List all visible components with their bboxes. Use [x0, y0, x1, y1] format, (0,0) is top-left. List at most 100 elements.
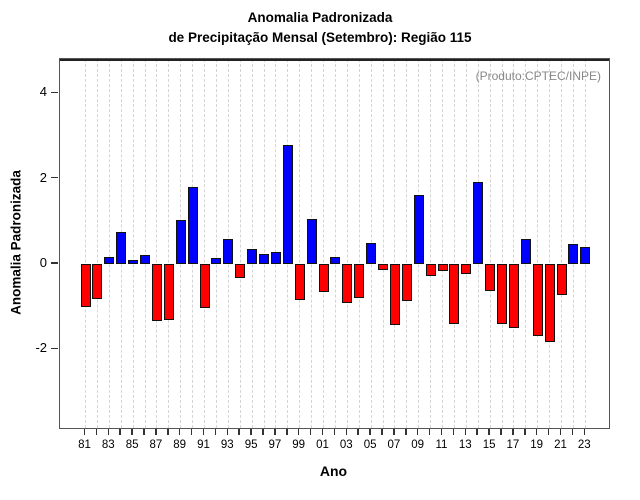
gridline — [394, 59, 396, 428]
y-axis-title: Anomalia Padronizada — [8, 170, 24, 315]
x-tick-mark — [214, 429, 217, 435]
gridline — [85, 59, 86, 428]
x-tick-mark — [274, 429, 276, 435]
bar-97 — [270, 252, 281, 264]
x-tick-mark — [345, 429, 348, 435]
x-tick-mark — [226, 429, 229, 435]
x-tick-label: 85 — [125, 439, 139, 451]
x-tick-label: 09 — [411, 439, 425, 451]
bar-16 — [497, 264, 507, 325]
y-tick-label: 2 — [39, 169, 47, 185]
x-axis-title: Ano — [319, 463, 348, 479]
bar-08 — [401, 264, 412, 302]
x-tick-mark — [286, 429, 288, 435]
gridline — [501, 59, 503, 428]
bar-00 — [306, 219, 317, 264]
bar-01 — [318, 264, 329, 293]
bar-86 — [140, 254, 150, 264]
gridline — [156, 59, 158, 428]
y-tick-mark — [51, 91, 58, 94]
x-tick-label: 01 — [316, 439, 329, 451]
x-tick-mark — [428, 429, 431, 435]
gridline — [584, 59, 586, 428]
x-tick-mark — [178, 429, 181, 435]
bar-07 — [389, 264, 400, 325]
x-tick-label: 91 — [197, 439, 210, 451]
bar-06 — [378, 264, 388, 270]
bar-17 — [508, 264, 519, 329]
bar-92 — [211, 258, 222, 264]
x-tick-mark — [500, 429, 502, 435]
x-tick-label: 89 — [173, 439, 187, 451]
x-tick-mark — [476, 429, 478, 435]
bar-95 — [247, 248, 258, 264]
bar-87 — [151, 264, 162, 321]
bar-22 — [568, 243, 579, 264]
bar-93 — [223, 238, 234, 264]
bar-20 — [544, 264, 555, 343]
x-tick-mark — [131, 429, 133, 435]
y-tick-label: 0 — [39, 255, 47, 270]
x-tick-mark — [333, 429, 336, 435]
x-tick-mark — [535, 429, 538, 435]
gridline — [430, 59, 432, 428]
bar-21 — [556, 264, 567, 295]
y-tick-label: 4 — [39, 84, 47, 100]
x-tick-mark — [309, 429, 312, 435]
x-tick-label: 23 — [577, 439, 591, 451]
zero-line — [60, 59, 609, 61]
bar-82 — [92, 264, 103, 300]
source-annotation: (Produto:CPTEC/INPE) — [475, 69, 601, 83]
x-tick-label: 11 — [435, 439, 448, 451]
gridline — [108, 59, 110, 428]
x-tick-mark — [452, 429, 455, 435]
gridline — [275, 59, 277, 428]
gridline — [132, 59, 134, 428]
gridline — [168, 59, 170, 428]
gridline — [204, 59, 205, 428]
x-tick-mark — [262, 429, 264, 435]
bar-23 — [580, 246, 591, 264]
bar-05 — [366, 242, 377, 264]
gridline — [406, 59, 408, 428]
plot-area: (Produto:CPTEC/INPE) — [59, 58, 610, 429]
x-tick-mark — [95, 429, 98, 435]
gridline — [489, 59, 491, 428]
bar-90 — [187, 187, 198, 264]
bar-84 — [116, 232, 127, 264]
bar-13 — [461, 264, 472, 274]
x-tick-mark — [83, 429, 86, 435]
x-tick-mark — [583, 429, 586, 435]
bar-04 — [354, 264, 365, 298]
x-tick-label: 99 — [292, 439, 306, 451]
x-tick-mark — [357, 429, 359, 435]
gridline — [442, 59, 443, 428]
gridline — [334, 59, 336, 428]
x-tick-mark — [143, 429, 145, 435]
x-tick-label: 19 — [530, 439, 544, 451]
x-tick-mark — [488, 429, 490, 435]
x-tick-mark — [393, 429, 395, 435]
x-tick-mark — [512, 429, 514, 435]
bar-81 — [80, 264, 91, 307]
x-tick-label: 07 — [387, 439, 401, 451]
chart-title: Anomalia Padronizada de Precipitação Men… — [0, 8, 640, 48]
gridline — [465, 59, 467, 428]
bar-02 — [330, 256, 341, 264]
bar-19 — [532, 264, 543, 337]
bar-83 — [104, 256, 115, 264]
chart-title-line1: Anomalia Padronizada — [247, 10, 393, 25]
bar-18 — [520, 238, 531, 264]
x-tick-label: 95 — [244, 439, 258, 451]
gridline — [549, 59, 551, 428]
gridline — [144, 59, 146, 428]
gridline — [299, 59, 301, 428]
x-tick-label: 97 — [268, 439, 282, 451]
x-tick-mark — [167, 429, 169, 435]
y-tick-mark — [51, 262, 58, 264]
x-tick-mark — [571, 429, 574, 435]
x-tick-mark — [559, 429, 562, 435]
bar-99 — [294, 264, 305, 300]
chart-title-line2: de Precipitação Mensal (Setembro): Regiã… — [168, 30, 472, 45]
